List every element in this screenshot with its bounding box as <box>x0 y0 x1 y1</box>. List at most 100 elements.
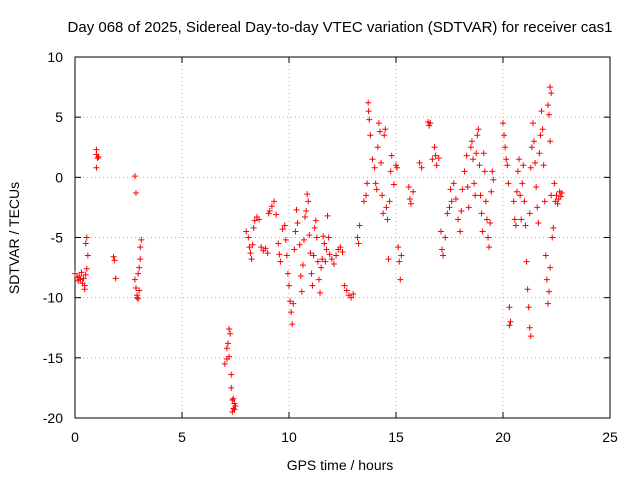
data-point <box>442 234 449 241</box>
data-point <box>489 168 496 175</box>
data-point <box>354 234 361 241</box>
data-point <box>317 289 324 296</box>
data-point <box>427 120 434 127</box>
data-point <box>360 198 367 205</box>
data-point <box>475 126 482 133</box>
data-point <box>369 156 376 163</box>
data-point <box>540 162 547 169</box>
data-point <box>287 298 294 305</box>
data-point <box>262 245 269 252</box>
y-axis-label: SDTVAR / TECUs <box>6 182 22 294</box>
data-point <box>513 188 520 195</box>
data-point <box>328 256 335 263</box>
data-point <box>248 256 255 263</box>
data-point <box>549 234 556 241</box>
data-point <box>440 252 447 259</box>
data-point <box>282 236 289 243</box>
data-point <box>284 270 291 277</box>
data-point <box>303 208 310 215</box>
data-point <box>383 204 390 211</box>
data-point <box>394 164 401 171</box>
data-point <box>135 295 142 302</box>
x-tick-label: 15 <box>388 429 404 445</box>
data-points <box>72 84 565 415</box>
data-point <box>386 198 393 205</box>
data-point <box>558 189 565 196</box>
data-point <box>245 234 252 241</box>
data-point <box>485 234 492 241</box>
data-point <box>534 204 541 211</box>
data-point <box>356 222 363 229</box>
data-point <box>478 210 485 217</box>
data-point <box>286 282 292 289</box>
data-point <box>249 241 256 248</box>
data-point <box>72 270 78 277</box>
data-point <box>306 232 313 239</box>
data-point <box>271 198 278 205</box>
data-point <box>302 214 309 221</box>
data-point <box>290 300 297 307</box>
data-point <box>397 276 404 283</box>
data-point <box>376 128 383 135</box>
y-tick-label: -10 <box>43 290 63 306</box>
data-point <box>551 180 558 187</box>
data-point <box>527 164 534 171</box>
data-point <box>483 216 490 223</box>
data-point <box>444 210 451 217</box>
data-point <box>322 258 329 265</box>
data-point <box>511 216 518 223</box>
data-point <box>488 188 495 195</box>
data-point <box>398 252 405 259</box>
data-point <box>229 396 236 403</box>
data-point <box>477 192 484 199</box>
data-point <box>457 228 464 235</box>
data-point <box>223 356 230 363</box>
chart-title: Day 068 of 2025, Sidereal Day-to-day VTE… <box>68 19 613 36</box>
data-point <box>82 240 89 247</box>
data-point <box>76 273 83 280</box>
data-point <box>455 216 462 223</box>
data-point <box>93 164 100 171</box>
data-point <box>305 198 312 205</box>
data-point <box>465 204 472 211</box>
data-point <box>319 256 326 263</box>
data-point <box>326 251 333 258</box>
data-point <box>365 108 372 115</box>
data-point <box>395 244 402 251</box>
data-point <box>541 198 548 205</box>
data-point <box>500 120 506 127</box>
data-point <box>321 240 328 247</box>
data-point <box>81 286 88 293</box>
y-tick-label: -5 <box>51 230 64 246</box>
data-point <box>532 159 539 166</box>
data-point <box>318 264 325 271</box>
data-point <box>228 371 235 378</box>
data-point <box>231 406 238 413</box>
data-point <box>526 210 533 217</box>
x-tick-label: 25 <box>602 429 618 445</box>
data-point <box>228 384 235 391</box>
data-point <box>323 246 330 253</box>
data-point <box>527 333 534 340</box>
data-point <box>550 224 557 231</box>
data-point <box>227 330 234 337</box>
data-point <box>510 198 517 205</box>
data-point <box>78 269 85 276</box>
data-point <box>486 244 493 251</box>
data-point <box>470 156 477 163</box>
data-point <box>501 132 508 139</box>
data-point <box>307 250 314 257</box>
data-point <box>258 244 265 251</box>
data-point <box>471 180 478 187</box>
data-point <box>363 192 370 199</box>
data-point <box>266 208 273 215</box>
data-point <box>523 258 530 265</box>
y-tick-label: 10 <box>47 49 63 65</box>
data-point <box>382 126 389 133</box>
data-point <box>95 153 102 160</box>
data-point <box>138 236 145 243</box>
data-point <box>372 180 379 187</box>
data-point <box>504 162 511 169</box>
data-point <box>390 181 397 188</box>
data-point <box>463 152 470 159</box>
